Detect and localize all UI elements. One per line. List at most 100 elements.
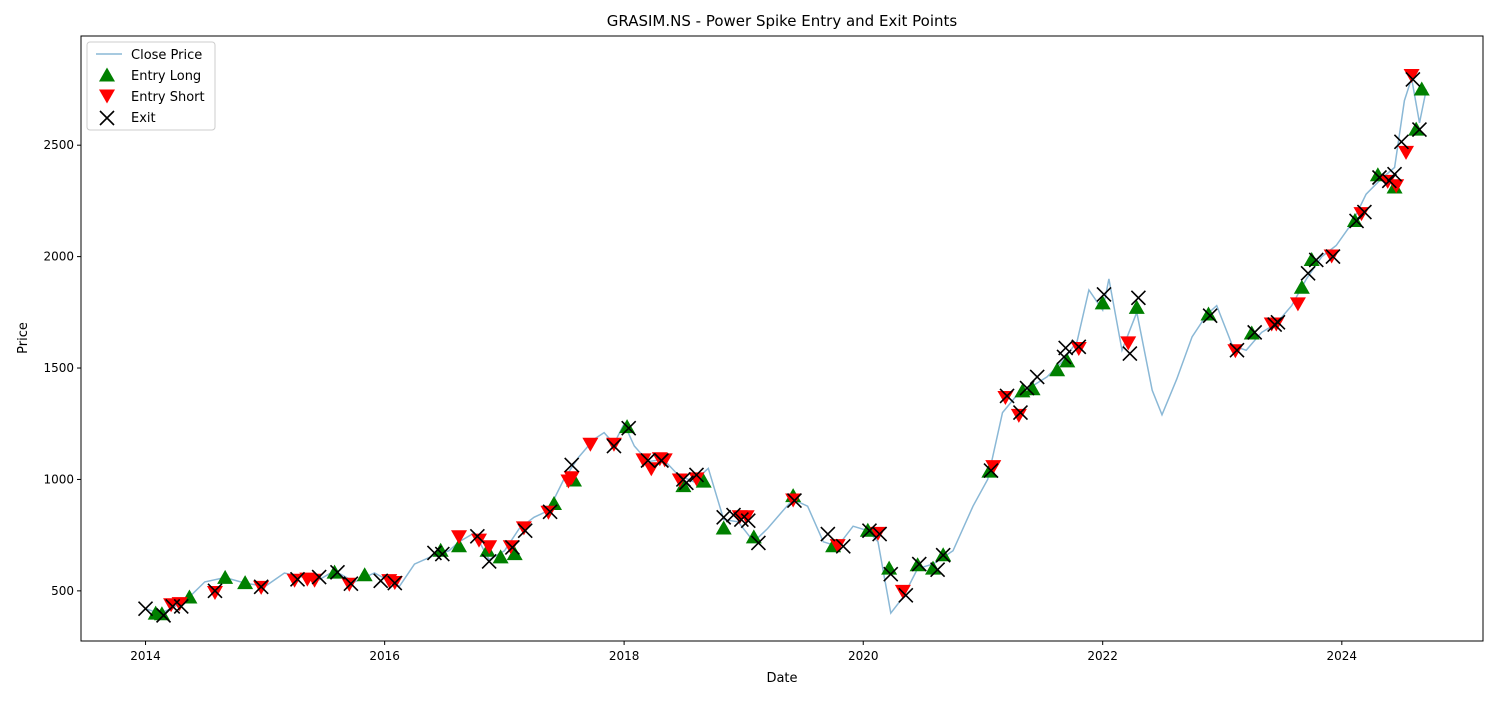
exit-marker [898,587,914,603]
entry-short-marker [582,437,599,452]
entry-short-marker [502,540,519,555]
exit-marker [983,462,999,479]
entry-short-marker [1289,297,1306,312]
entry-short-marker [738,510,755,525]
entry-long-marker [451,538,468,553]
exit-marker [1386,166,1403,182]
entry-long-marker [217,569,234,584]
exit-marker [207,583,223,599]
legend-label-entry-long: Entry Long [131,69,201,84]
exit-marker [725,507,742,523]
x-tick-label: 2018 [609,649,640,663]
exit-marker [740,513,756,529]
entry-long-marker [492,549,509,564]
legend-label-exit: Exit [131,111,156,126]
exit-marker [542,504,558,520]
entry-short-marker [470,533,487,548]
x-tick-label: 2024 [1327,649,1358,663]
exit-marker [861,523,878,539]
entry-long-marker [356,567,373,582]
exit-marker [1122,345,1138,362]
exit-marker [786,493,803,509]
entry-long-marker [1293,279,1310,294]
exit-marker [469,528,485,544]
entry-short-marker [1120,336,1137,351]
exit-marker [1058,340,1074,356]
exit-marker [1308,252,1324,268]
entry-long-marker [715,520,732,535]
y-tick-label: 1000 [43,472,74,486]
x-tick-label: 2016 [369,649,400,663]
entry-long-marker [1408,121,1425,136]
y-tick-label: 1500 [43,361,74,375]
exit-marker [1202,308,1218,324]
exit-marker [640,452,656,469]
exit-marker [935,547,951,563]
legend-entry-long-marker [99,67,115,82]
exit-marker [504,539,520,555]
entry-short-marker [451,530,468,545]
legend-label-close-price: Close Price [131,48,202,63]
x-tick-label: 2022 [1087,649,1118,663]
exit-marker [883,566,899,582]
exit-marker [1029,369,1045,385]
exit-marker [1247,324,1263,340]
exit-marker [1405,71,1421,88]
entry-long-marker [237,575,254,590]
exit-marker [750,535,766,551]
exit-marker [872,526,888,542]
entry-long-marker [909,557,926,572]
entry-long-marker [1413,81,1430,96]
x-axis-label: Date [766,671,797,686]
entry-long-marker [1049,362,1066,377]
exit-marker [621,420,637,436]
exit-marker [173,598,189,615]
exit-marker [1411,122,1428,138]
exit-marker [481,553,497,570]
entry-short-marker [563,471,580,486]
exit-marker [343,576,359,592]
exit-marker [653,452,670,469]
entry-long-marker [1094,295,1111,310]
entry-long-marker [981,463,998,478]
legend: Close Price Entry Long Entry Short Exit [86,41,216,131]
exit-marker [517,523,533,539]
entry-short-marker [1070,341,1087,356]
exit-marker [835,538,851,554]
plot-frame [80,35,1484,642]
y-axis-label: Price [16,322,31,354]
entry-short-marker [1398,145,1415,160]
entry-short-marker [869,526,886,541]
y-tick-label: 500 [51,584,74,598]
exit-marker [1381,173,1397,189]
entry-long-marker [1303,251,1320,266]
exit-marker [137,601,154,617]
exit-marker [1012,405,1029,421]
entry-long-marker [432,542,449,557]
exit-marker [373,573,389,589]
exit-marker [820,526,836,542]
exit-marker [289,571,306,587]
exit-marker [911,556,927,572]
exit-marker [606,438,622,454]
exit-marker [1371,169,1388,186]
entry-long-marker [506,546,523,561]
legend-exit-marker [99,110,115,126]
x-tick-label: 2020 [848,649,879,663]
exit-marker [1229,342,1245,358]
exit-marker [688,467,705,483]
exit-marker [1270,314,1286,330]
entry-short-marker [671,473,688,488]
entry-long-marker [1024,381,1041,396]
exit-marker [387,575,403,591]
exit-marker [1356,204,1372,220]
entry-short-marker [829,539,846,554]
exit-marker [434,546,450,562]
exit-marker [1393,134,1410,150]
exit-marker [1056,349,1072,365]
entry-short-marker [206,585,223,600]
entry-short-marker [635,453,652,468]
entry-long-marker [695,473,712,488]
